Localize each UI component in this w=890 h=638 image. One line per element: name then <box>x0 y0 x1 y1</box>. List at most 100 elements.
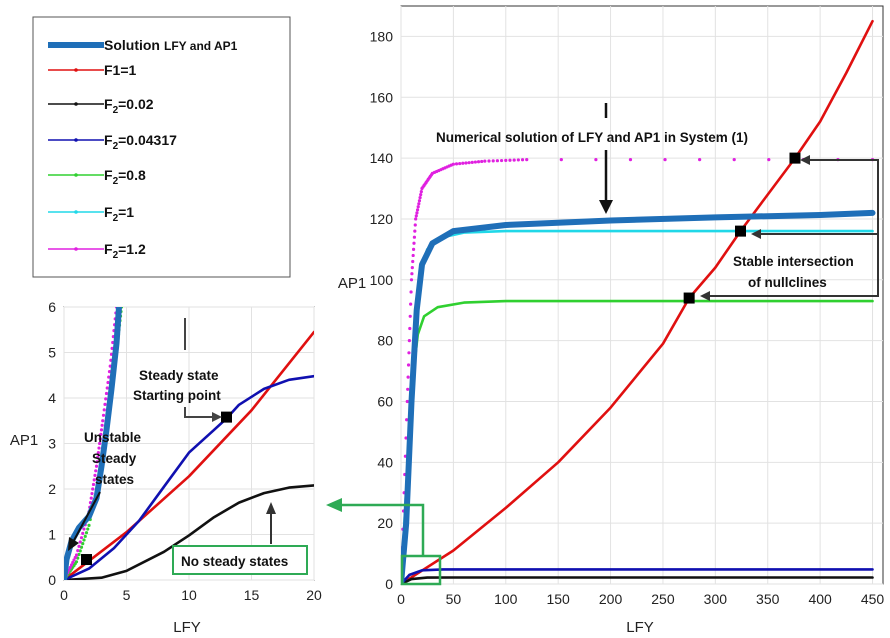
main-series-f2-1-2-point <box>663 158 666 161</box>
legend-label-rest: =0.04317 <box>118 132 177 148</box>
annotation-unstable-line3: states <box>95 472 134 487</box>
main-ytick-label: 100 <box>370 272 394 288</box>
legend-label-rest: =1.2 <box>118 241 146 257</box>
main-series-f2-1-2-point <box>416 208 419 211</box>
inset-series-f2-1-2-point <box>101 419 104 422</box>
main-series-f2-1-2-point <box>418 199 421 202</box>
main-series-f2-1-2-point <box>733 158 736 161</box>
legend-label-suffix: LFY and AP1 <box>164 39 238 53</box>
inset-series-f2-1-2-point <box>90 492 93 495</box>
main-series-f2-1-2-point <box>415 214 418 217</box>
main-series-f2-1-2-point <box>513 158 516 161</box>
inset-plot: 0 5 10 15 20 0 1 2 3 4 5 6 LFY AP1 Steady state Sta… <box>10 299 322 636</box>
main-series-f2-1-2-point <box>411 260 414 263</box>
main-series-f2-1-2-point <box>471 161 474 164</box>
main-series-f2-1-2-point <box>483 160 486 163</box>
main-xtick-label: 400 <box>808 591 832 607</box>
main-series-f2-1-2-point <box>477 160 480 163</box>
main-series-f2-1-2-point <box>406 400 409 403</box>
inset-xtick-label: 20 <box>306 587 322 603</box>
main-series-f2-1-2-point <box>417 202 420 205</box>
inset-series-f2-1-2-point <box>80 536 83 539</box>
main-series-f2-1-2-point <box>508 159 511 162</box>
main-series-f2-1-2-point <box>409 303 412 306</box>
inset-xtick-label: 0 <box>60 587 68 603</box>
legend-label-f1-1: F1=1 <box>104 62 137 78</box>
main-xtick-label: 250 <box>651 591 675 607</box>
main-series-f2-1-2-point <box>413 236 416 239</box>
main-series-f2-1-2-point <box>594 158 597 161</box>
inset-series-f2-1-2-point <box>105 392 108 395</box>
inset-xtick-label: 10 <box>181 587 197 603</box>
main-series-f2-1-2-point <box>415 211 418 214</box>
main-series-f2-1-2-point <box>410 272 413 275</box>
main-xlabel: LFY <box>626 619 654 636</box>
main-series-f2-1-2-point <box>411 266 414 269</box>
inset-series-f2-1-2-point <box>97 446 100 449</box>
main-series-f2-1-2-point <box>407 376 410 379</box>
inset-ylabel: AP1 <box>10 432 38 449</box>
main-series-f2-1-2-point <box>406 388 409 391</box>
main-xtick-label: 200 <box>599 591 623 607</box>
inset-xtick-label: 15 <box>244 587 260 603</box>
annotation-numerical-solution: Numerical solution of LFY and AP1 in Sys… <box>436 130 748 145</box>
annotation-unstable-line2: Steady <box>92 451 137 466</box>
main-xtick-label: 150 <box>546 591 570 607</box>
legend-swatch-dot <box>74 68 78 72</box>
zoom-arrowhead <box>326 498 342 512</box>
inset-series-f2-1-2-point <box>91 487 94 490</box>
main-series-f2-1-2-point <box>414 223 417 226</box>
main-series-f2-1-2-point <box>417 205 420 208</box>
main-series-f2-1-2-point <box>412 248 415 251</box>
legend-label-main: Solution <box>104 37 160 53</box>
main-series-f2-1-2-point <box>500 159 503 162</box>
annotation-stable-line2: of nullclines <box>748 275 827 290</box>
legend-label-main: F1=1 <box>104 62 137 78</box>
main-xtick-label: 450 <box>861 591 885 607</box>
main-series-f2-1-2-point <box>767 158 770 161</box>
main-series-f2-1-2-point <box>407 363 410 366</box>
main-series-f2-1-2-point <box>414 217 417 220</box>
inset-series-f2-1-2-point <box>104 397 107 400</box>
inset-steady-state-marker <box>81 554 92 565</box>
inset-series-f2-1-2-point <box>75 553 78 556</box>
inset-ytick-label: 0 <box>48 572 56 588</box>
main-ytick-label: 60 <box>377 393 393 409</box>
main-series-f2-1-2-point <box>464 161 467 164</box>
inset-series-f2-1-2-point <box>82 527 85 530</box>
main-series-f2-1-2-point <box>409 315 412 318</box>
main-series-f2-1-2-point <box>408 339 411 342</box>
inset-series-f2-1-2-point <box>77 545 80 548</box>
main-series-f2-1-2-point <box>410 278 413 281</box>
legend-label-rest: =1 <box>118 204 134 220</box>
main-series-f2-1-2-point <box>407 351 410 354</box>
inset-xlabel: LFY <box>173 619 201 636</box>
legend-swatch-dot <box>74 173 78 177</box>
inset-series-f2-1-2-point <box>106 386 109 389</box>
inset-ytick-label: 6 <box>48 299 56 315</box>
main-xtick-label: 300 <box>704 591 728 607</box>
main-series-f2-1-2-point <box>496 159 499 162</box>
main-series-f2-1-2-point <box>455 162 458 165</box>
inset-series-f2-0-8-point <box>85 531 88 534</box>
main-ytick-label: 20 <box>377 515 393 531</box>
main-steady-state-marker <box>735 226 746 237</box>
legend-swatch-dot <box>74 210 78 214</box>
main-series-f2-1-2-point <box>517 158 520 161</box>
main-xtick-label: 0 <box>397 591 405 607</box>
main-series-f2-1-2-point <box>474 160 477 163</box>
inset-series-f2-1-2-point <box>79 540 82 543</box>
main-series-f2-1-2-point <box>525 158 528 161</box>
inset-steady-state-marker <box>221 412 232 423</box>
legend-swatch-dot <box>74 138 78 142</box>
annotation-steady-line2: Starting point <box>133 388 221 403</box>
annotation-no-steady: No steady states <box>181 554 288 569</box>
legend-swatch-dot <box>74 102 78 106</box>
main-xtick-label: 350 <box>756 591 780 607</box>
inset-series-f2-1-2-point <box>81 532 84 535</box>
main-steady-state-marker <box>789 153 800 164</box>
legend-label-solution: Solution LFY and AP1 <box>104 37 238 53</box>
main-ytick-label: 180 <box>370 28 394 44</box>
inset-ytick-label: 3 <box>48 436 56 452</box>
inset-series-f2-1-2-point <box>101 424 104 427</box>
